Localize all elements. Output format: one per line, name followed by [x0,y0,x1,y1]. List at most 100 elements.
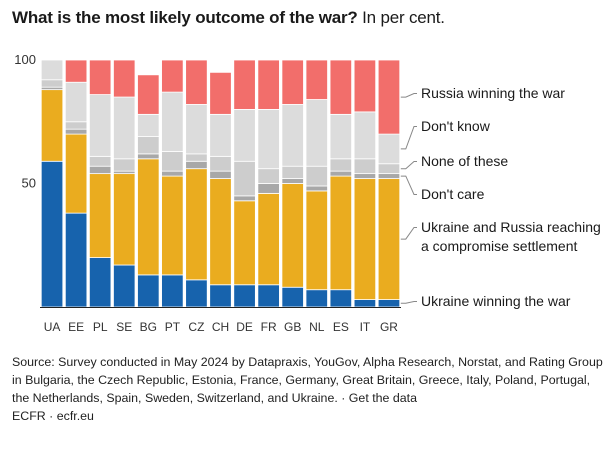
bar-segment-cz-2 [185,160,208,170]
bar-segment-ua-4 [40,59,64,81]
bar-segment-cz-0 [185,279,208,308]
bar-segment-ee-3 [64,121,88,130]
bar-segment-gb-1 [281,183,304,288]
bar-segment-pl-3 [88,155,112,167]
legend-label: Ukraine winning the war [421,293,571,309]
bar-segment-es-0 [329,289,353,308]
bar-segment-nl-2 [305,185,328,192]
chart-footer: Source: Survey conducted in May 2024 by … [12,353,608,425]
bar-segment-it-0 [353,299,377,308]
bar-segment-es-2 [329,170,353,177]
bar-segment-de-2 [233,195,256,202]
x-tick-label: NL [309,320,325,334]
bar-segment-pl-1 [88,173,112,258]
x-tick-label: FR [261,320,277,334]
legend-label: a compromise settlement [421,238,578,254]
x-tick-label: PL [93,320,108,334]
bar-segment-ee-4 [64,81,88,123]
stacked-bar-chart: 100 50 UA EE PL SE BG PT CZ CH DE FR GB NL ES IT GR Rus… [14,52,601,334]
bar-segment-de-5 [233,59,256,110]
bar-segment-fr-5 [257,59,280,110]
legend-leader-line [400,227,417,240]
x-tick-label: BG [140,320,157,334]
bar-segment-cz-4 [185,104,208,155]
bar-segment-pt-3 [161,150,184,172]
x-tick-label: PT [165,320,181,334]
credit-line: ECFR · ecfr.eu [12,409,94,423]
bar-segment-it-4 [353,111,377,160]
x-tick-label: GR [380,320,398,334]
bar-segment-cz-1 [185,168,208,281]
bar-segment-gb-2 [281,178,304,184]
bar-segment-se-5 [113,59,136,98]
bar-segment-bg-0 [137,274,160,308]
x-tick-label: GB [284,320,301,334]
bar-segment-se-4 [113,96,136,160]
x-tick-label: SE [116,320,132,334]
bar-segment-pt-4 [161,91,184,152]
source-note: Source: Survey conducted in May 2024 by … [12,355,603,405]
bar-segment-ee-1 [64,133,88,214]
bar-segment-nl-0 [305,289,328,308]
y-axis-labels: 100 50 [14,52,36,191]
x-axis-labels: UA EE PL SE BG PT CZ CH DE FR GB NL ES IT GR [44,320,399,334]
bar-segment-ee-0 [64,212,88,308]
bar-segment-pl-4 [88,94,112,157]
bar-segment-gb-0 [281,286,304,308]
bar-segment-fr-4 [257,109,280,170]
bar-segment-gr-0 [377,299,401,308]
x-tick-label: ES [333,320,349,334]
bar-segment-cz-5 [185,59,208,105]
x-tick-label: UA [44,320,61,334]
bar-segment-gr-2 [377,173,401,179]
bar-segment-pt-1 [161,175,184,276]
chart-title-units: In per cent. [357,8,445,27]
bar-segment-de-4 [233,109,256,162]
x-tick-label: CZ [188,320,204,334]
bar-segment-pl-0 [88,257,112,308]
bar-segment-ch-5 [209,71,232,115]
x-tick-label: CH [212,320,229,334]
bar-segment-it-1 [353,178,377,300]
bar-segment-ua-0 [40,160,64,308]
bar-segment-ch-0 [209,284,232,308]
bar-segment-pt-0 [161,274,184,308]
bar-segment-ua-3 [40,79,64,88]
bar-segment-de-0 [233,284,256,308]
bar-segment-gb-4 [281,104,304,167]
bar-segment-ch-2 [209,170,232,179]
bar-segment-pl-5 [88,59,112,95]
bar-segment-de-3 [233,160,256,197]
legend-leader-line [400,301,417,304]
x-tick-label: EE [68,320,84,334]
legend-label: Ukraine and Russia reaching [421,219,601,235]
bar-segment-ch-4 [209,113,232,157]
bar-segment-bg-2 [137,153,160,160]
bar-segment-ee-5 [64,59,88,83]
bar-segment-pt-5 [161,59,184,93]
bar-segment-gb-5 [281,59,304,105]
bar-segment-gr-4 [377,133,401,165]
bar-segment-es-5 [329,59,353,115]
bar-segment-bg-5 [137,74,160,115]
bar-segment-nl-4 [305,99,328,167]
bar-segment-bg-4 [137,113,160,137]
bar-segment-fr-3 [257,168,280,184]
x-tick-label: DE [236,320,253,334]
bar-segment-es-3 [329,158,353,172]
chart-title-bold: What is the most likely outcome of the w… [12,8,358,27]
chart-title: What is the most likely outcome of the w… [12,8,445,28]
bar-segment-se-0 [113,264,136,308]
bar-segment-es-4 [329,113,353,160]
legend-label: Don't know [421,118,491,134]
bar-segment-nl-3 [305,165,328,187]
bar-segment-ua-1 [40,89,64,162]
bars [40,59,401,308]
bar-segment-cz-3 [185,153,208,162]
bar-segment-gr-1 [377,178,401,300]
bar-segment-bg-3 [137,136,160,155]
bar-segment-se-1 [113,173,136,266]
bar-segment-es-1 [329,175,353,291]
bar-segment-fr-1 [257,192,280,286]
legend-leader-line [400,175,417,195]
